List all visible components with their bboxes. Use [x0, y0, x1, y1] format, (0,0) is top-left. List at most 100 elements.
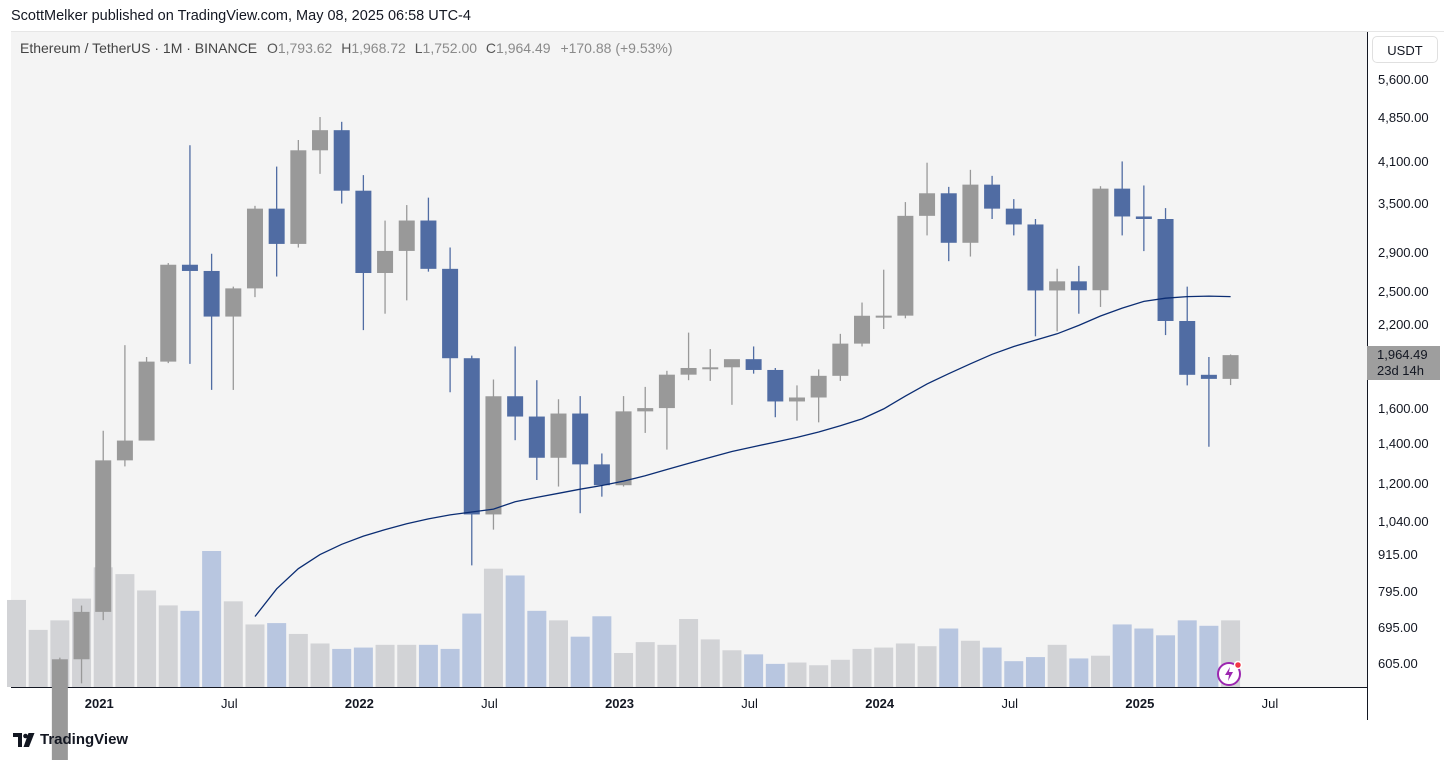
- candle[interactable]: [593, 453, 610, 497]
- volume-bar: [982, 647, 1002, 687]
- candle[interactable]: [1222, 354, 1239, 386]
- open-value: 1,793.62: [277, 40, 333, 56]
- candle[interactable]: [854, 302, 871, 347]
- time-tick-label: Jul: [1261, 696, 1279, 711]
- candle[interactable]: [897, 202, 914, 319]
- candle-body: [1114, 188, 1131, 217]
- candle[interactable]: [875, 269, 892, 329]
- candle-body: [181, 264, 198, 271]
- candle-body: [1157, 219, 1174, 321]
- candle[interactable]: [1049, 268, 1066, 332]
- candle-body: [984, 184, 1001, 209]
- volume-bar: [895, 643, 915, 687]
- candle[interactable]: [51, 657, 68, 760]
- candle[interactable]: [1157, 208, 1174, 336]
- candle[interactable]: [745, 346, 762, 374]
- candle[interactable]: [507, 346, 524, 441]
- price-tick-label: 5,600.00: [1378, 72, 1429, 88]
- candle[interactable]: [203, 253, 220, 390]
- candle[interactable]: [615, 396, 632, 487]
- volume-bar: [353, 647, 373, 687]
- candle[interactable]: [1200, 357, 1217, 447]
- candle-body: [919, 193, 936, 216]
- candles: [51, 117, 1239, 760]
- candle[interactable]: [377, 220, 394, 314]
- candle[interactable]: [312, 117, 329, 174]
- candle[interactable]: [680, 332, 697, 381]
- candle-body: [73, 611, 90, 660]
- candle[interactable]: [658, 370, 675, 450]
- candle-body: [875, 315, 892, 318]
- volume-bar: [852, 648, 872, 687]
- candle[interactable]: [940, 186, 957, 262]
- candle[interactable]: [1005, 199, 1022, 236]
- candle[interactable]: [355, 175, 372, 331]
- volume-bar: [115, 574, 135, 687]
- candle[interactable]: [485, 379, 502, 530]
- candle[interactable]: [442, 247, 459, 393]
- candle-body: [95, 460, 112, 612]
- candle[interactable]: [1027, 219, 1044, 337]
- volume-bar: [1112, 624, 1132, 687]
- candle[interactable]: [984, 175, 1001, 220]
- volume-bar: [375, 644, 395, 687]
- open-label: O: [266, 40, 278, 56]
- volume-bar: [1156, 635, 1176, 687]
- candle[interactable]: [246, 205, 263, 298]
- currency-button[interactable]: USDT: [1372, 36, 1438, 63]
- candle[interactable]: [788, 385, 805, 421]
- symbol-name[interactable]: Ethereum / TetherUS · 1M · BINANCE: [20, 40, 258, 56]
- candle[interactable]: [723, 359, 740, 405]
- candle[interactable]: [116, 345, 133, 467]
- candle[interactable]: [138, 357, 155, 441]
- flash-icon[interactable]: [1216, 660, 1244, 693]
- candle[interactable]: [160, 263, 177, 364]
- candle[interactable]: [1135, 185, 1152, 252]
- candle-body: [246, 208, 263, 289]
- candle[interactable]: [1114, 161, 1131, 236]
- candle[interactable]: [95, 430, 112, 621]
- candle[interactable]: [962, 169, 979, 257]
- candle[interactable]: [73, 605, 90, 684]
- candle[interactable]: [919, 162, 936, 236]
- candle[interactable]: [767, 367, 784, 418]
- candle-body: [854, 315, 871, 344]
- volume-bar: [960, 640, 980, 687]
- candle[interactable]: [268, 166, 285, 277]
- candle-body: [268, 208, 285, 244]
- candle-body: [463, 358, 480, 515]
- candle[interactable]: [572, 396, 589, 514]
- candle[interactable]: [225, 286, 242, 390]
- candle[interactable]: [637, 386, 654, 433]
- volume-bar: [917, 646, 937, 687]
- candle[interactable]: [398, 205, 415, 301]
- candle-body: [528, 416, 545, 458]
- candle[interactable]: [810, 369, 827, 423]
- candle[interactable]: [181, 145, 198, 364]
- time-axis[interactable]: [11, 687, 1367, 720]
- candle[interactable]: [1092, 186, 1109, 307]
- volume-bar: [700, 639, 720, 687]
- candle[interactable]: [420, 197, 437, 272]
- candle[interactable]: [463, 355, 480, 566]
- candle[interactable]: [550, 399, 567, 487]
- volume-bar: [939, 628, 959, 687]
- candle[interactable]: [1179, 286, 1196, 386]
- candle[interactable]: [290, 139, 307, 248]
- price-tick-label: 1,200.00: [1378, 476, 1429, 492]
- candle[interactable]: [333, 121, 350, 204]
- volume-bar: [1047, 644, 1067, 687]
- tradingview-brand[interactable]: TradingView: [13, 731, 128, 748]
- close-value: 1,964.49: [496, 40, 551, 56]
- candle-body: [290, 150, 307, 244]
- candle[interactable]: [702, 349, 719, 381]
- candle[interactable]: [1070, 265, 1087, 314]
- price-tick-label: 4,100.00: [1378, 154, 1429, 170]
- volume-bar: [202, 551, 222, 687]
- volume-bar: [158, 605, 178, 687]
- candle-body: [51, 659, 68, 760]
- candle[interactable]: [832, 333, 849, 381]
- candle-body: [312, 130, 329, 151]
- candle[interactable]: [528, 380, 545, 481]
